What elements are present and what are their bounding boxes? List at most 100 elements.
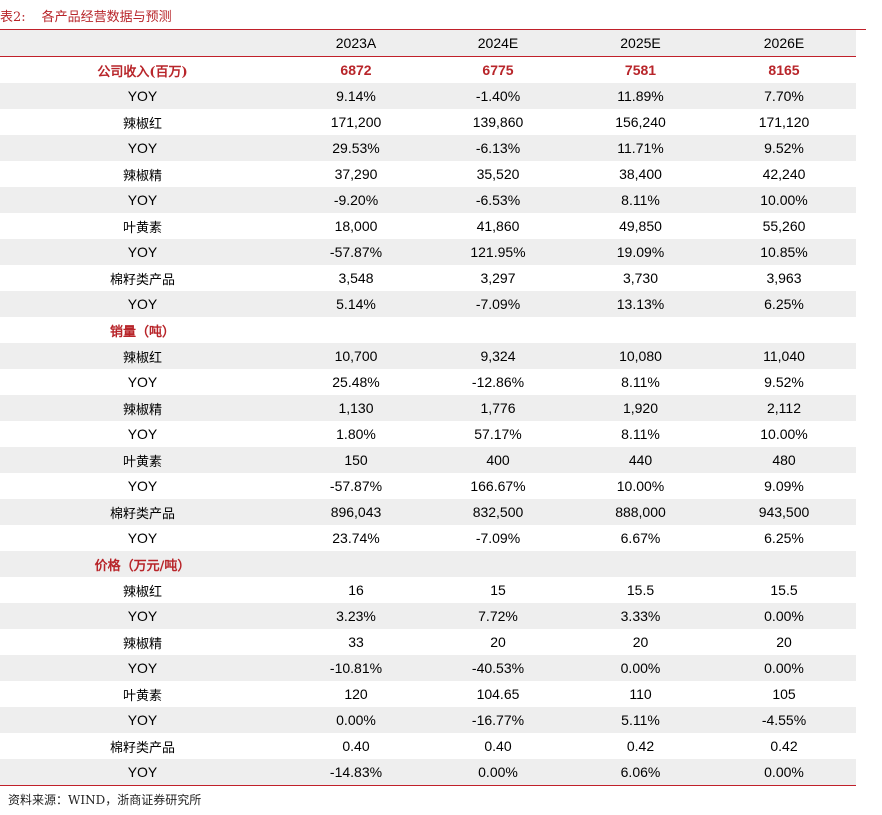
value-cell: 11,040 [712,343,856,369]
row-label: YOY [127,478,158,494]
value-cell: 41,860 [476,218,520,234]
row-label: 价格（万元/吨） [0,551,285,577]
value-cell: 8.11% [621,426,660,442]
yoy-row: YOY -9.20% -6.53% 8.11% 10.00% [0,187,856,213]
item-row: 辣椒精 37,290 35,520 38,400 42,240 [0,161,856,187]
yoy-row: YOY 9.14% -1.40% 11.89% 7.70% [0,83,856,109]
row-label: 辣椒红 [122,584,162,600]
value-cell: 0.00% [569,655,712,681]
item-row: 辣椒红 10,700 9,324 10,080 11,040 [0,343,856,369]
row-label: YOY [0,135,285,161]
value-cell: 1,130 [285,395,427,421]
header-cell: 2023A [285,30,427,57]
item-row: 辣椒红 16 15 15.5 15.5 [0,577,856,603]
row-label: YOY [0,759,285,786]
yoy-row: YOY -14.83% 0.00% 6.06% 0.00% [0,759,856,786]
row-label: 棉籽类产品 [0,499,285,525]
top-rule [0,29,866,30]
value-cell: 15.5 [626,582,655,598]
value-cell: 3,548 [338,270,374,286]
value-cell [427,551,569,577]
row-label: YOY [127,374,158,390]
value-cell: 0.40 [342,738,370,754]
value-cell: 20 [632,634,649,650]
value-cell: 11.89% [569,83,712,109]
row-label: 叶黄素 [122,688,162,704]
value-cell: 10.00% [712,187,856,213]
section-row: 公司收入(百万) 6872 6775 7581 8165 [0,56,856,83]
table-number: 表2: [0,10,26,25]
value-cell: 121.95% [427,239,569,265]
value-cell: 10.00% [760,426,808,442]
value-cell: 139,860 [472,114,524,130]
section-row: 价格（万元/吨） [0,551,856,577]
value-cell: -16.77% [427,707,569,733]
value-cell: -7.09% [427,291,569,317]
row-label: 棉籽类产品 [109,740,175,756]
value-cell: 6775 [427,56,569,83]
value-cell: 896,043 [285,499,427,525]
value-cell: 11.71% [569,135,712,161]
value-cell: -1.40% [427,83,569,109]
value-cell: 105 [772,686,796,702]
value-cell: 0.00% [712,603,856,629]
value-cell: 9.09% [764,478,804,494]
item-row: 辣椒精 33 20 20 20 [0,629,856,655]
item-row: 棉籽类产品 0.40 0.40 0.42 0.42 [0,733,856,759]
row-label: 辣椒精 [122,168,162,184]
value-cell: 6.06% [569,759,712,786]
value-cell: 7581 [569,56,712,83]
value-cell: 15.5 [770,582,798,598]
yoy-row: YOY -57.87% 121.95% 19.09% 10.85% [0,239,856,265]
value-cell: 16 [348,582,364,598]
yoy-row: YOY 29.53% -6.13% 11.71% 9.52% [0,135,856,161]
yoy-row: YOY 5.14% -7.09% 13.13% 6.25% [0,291,856,317]
table-title: 表2: 各产品经营数据与预测 [0,6,172,25]
value-cell [285,317,427,343]
value-cell: -14.83% [285,759,427,786]
value-cell: 23.74% [332,530,380,546]
value-cell: 42,240 [762,166,806,182]
value-cell: -6.13% [427,135,569,161]
value-cell: 8165 [712,56,856,83]
value-cell: 943,500 [712,499,856,525]
row-label: YOY [0,603,285,629]
value-cell: 55,260 [762,218,806,234]
header-cell: 2024E [427,30,569,57]
value-cell: 1,776 [427,395,569,421]
value-cell: -10.81% [285,655,427,681]
value-cell: 57.17% [474,426,522,442]
value-cell: 37,290 [334,166,378,182]
value-cell: 3,297 [480,270,516,286]
value-cell: 8.11% [621,374,660,390]
value-cell: 0.00% [712,759,856,786]
value-cell: 10.00% [616,478,665,494]
yoy-row: YOY -10.81% -40.53% 0.00% 0.00% [0,655,856,681]
table-title-text: 各产品经营数据与预测 [41,10,172,25]
yoy-row: YOY 25.48% -12.86% 8.11% 9.52% [0,369,856,395]
row-label: YOY [127,530,158,546]
yoy-row: YOY 0.00% -16.77% 5.11% -4.55% [0,707,856,733]
value-cell [712,551,856,577]
data-table: 2023A 2024E 2025E 2026E 公司收入(百万) 6872 6775… [0,30,856,786]
row-label: 公司收入(百万) [0,56,285,83]
value-cell: 0.00% [427,759,569,786]
value-cell: 38,400 [619,166,662,182]
value-cell: 20 [776,634,792,650]
value-cell: -6.53% [427,187,569,213]
value-cell: 3.23% [285,603,427,629]
header-cell: 2025E [569,30,712,57]
value-cell: 13.13% [569,291,712,317]
value-cell: 440 [569,447,712,473]
header-cell: 2026E [712,30,856,57]
value-cell: 171,120 [758,114,810,130]
value-cell: -4.55% [712,707,856,733]
value-cell: 10.85% [712,239,856,265]
yoy-row: YOY 23.74% -7.09% 6.67% 6.25% [0,525,856,551]
value-cell: 10,700 [285,343,427,369]
value-cell: 2,112 [712,395,856,421]
value-cell: 15 [490,582,506,598]
value-cell: 19.09% [569,239,712,265]
value-cell: 5.11% [569,707,712,733]
value-cell [285,551,427,577]
